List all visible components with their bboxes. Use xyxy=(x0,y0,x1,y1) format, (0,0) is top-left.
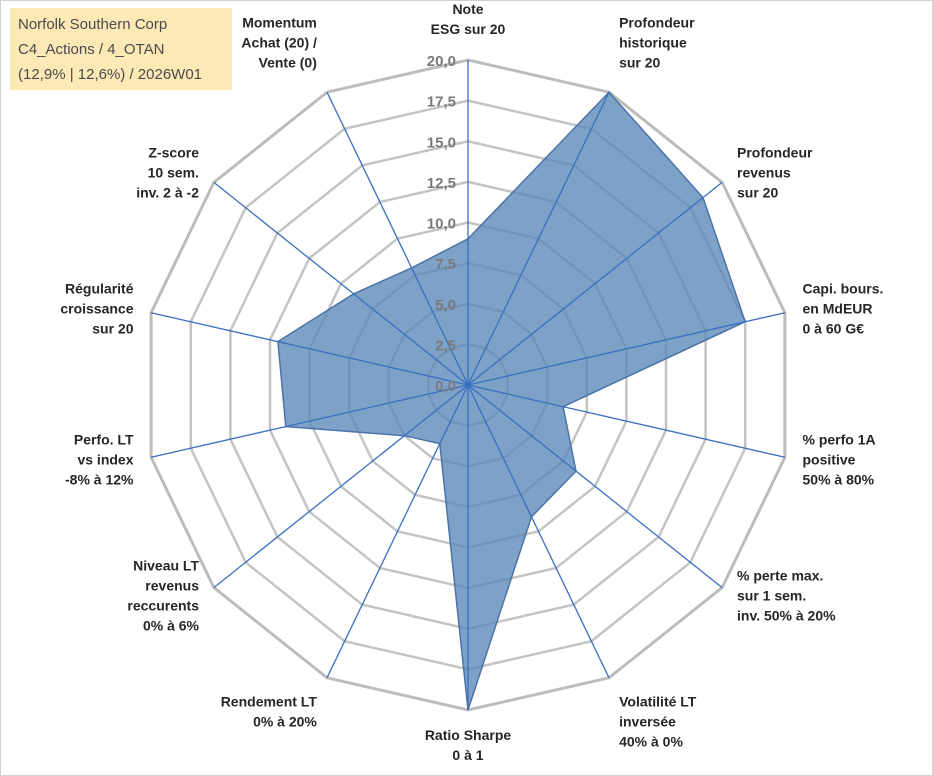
category-labels: Note ESG sur 20 Profondeur historique sur 20… xyxy=(60,1,883,763)
category-label: Perfo. LT vs index -8% à 12% xyxy=(65,431,134,487)
tick-label: 12,5 xyxy=(427,175,456,192)
category-label: Rendement LT 0% à 20% xyxy=(221,693,318,729)
category-label: Z-score 10 sem. inv. 2 à -2 xyxy=(136,145,199,201)
series-area xyxy=(277,91,747,711)
radial-tick-labels: 0,0 2,5 5,0 7,5 10,0 12,5 15,0 17,5 20,0 xyxy=(427,53,456,395)
tick-label: 10,0 xyxy=(427,216,456,233)
tick-label: 0,0 xyxy=(435,378,456,395)
chart-title-line-1: Norfolk Southern Corp xyxy=(18,16,168,33)
category-label: Capi. bours. en MdEUR 0 à 60 G€ xyxy=(803,281,884,337)
series-area-group xyxy=(277,91,747,711)
spoke-line xyxy=(150,312,469,386)
category-label: Régularité croissance sur 20 xyxy=(60,281,133,337)
spoke-line xyxy=(150,384,469,458)
radar-spokes xyxy=(150,60,786,710)
spoke-line xyxy=(213,181,469,386)
spoke-line xyxy=(467,181,723,386)
category-label: Volatilité LT inversée 40% à 0% xyxy=(619,693,697,749)
category-label: Ratio Sharpe 0 à 1 xyxy=(425,727,512,763)
chart-title-line-3: (12,9% | 12,6%) / 2026W01 xyxy=(18,66,202,83)
category-label: Profondeur revenus sur 20 xyxy=(737,145,813,201)
chart-title-box: Norfolk Southern Corp C4_Actions / 4_OTA… xyxy=(10,8,232,90)
spoke-line xyxy=(326,91,469,386)
category-label: % perte max. sur 1 sem. inv. 50% à 20% xyxy=(737,567,836,623)
category-label: Momentum Achat (20) / Vente (0) xyxy=(241,15,317,71)
tick-label: 17,5 xyxy=(427,94,456,111)
category-label: % perfo 1A positive 50% à 80% xyxy=(803,431,876,487)
spoke-line xyxy=(467,384,786,458)
category-label: Profondeur historique sur 20 xyxy=(619,15,695,71)
spoke-line xyxy=(467,384,723,589)
tick-label: 2,5 xyxy=(435,337,456,354)
spoke-line xyxy=(213,384,469,589)
category-label: Note ESG sur 20 xyxy=(431,1,506,37)
tick-label: 20,0 xyxy=(427,53,456,70)
tick-label: 5,0 xyxy=(435,297,456,314)
category-label: Niveau LT revenus reccurents 0% à 6% xyxy=(127,557,199,633)
spoke-line xyxy=(326,384,469,679)
tick-label: 7,5 xyxy=(435,256,456,273)
tick-label: 15,0 xyxy=(427,134,456,151)
spoke-line xyxy=(467,91,610,386)
spoke-line xyxy=(467,384,610,679)
spoke-line xyxy=(467,312,786,386)
chart-title-line-2: C4_Actions / 4_OTAN xyxy=(18,41,165,58)
